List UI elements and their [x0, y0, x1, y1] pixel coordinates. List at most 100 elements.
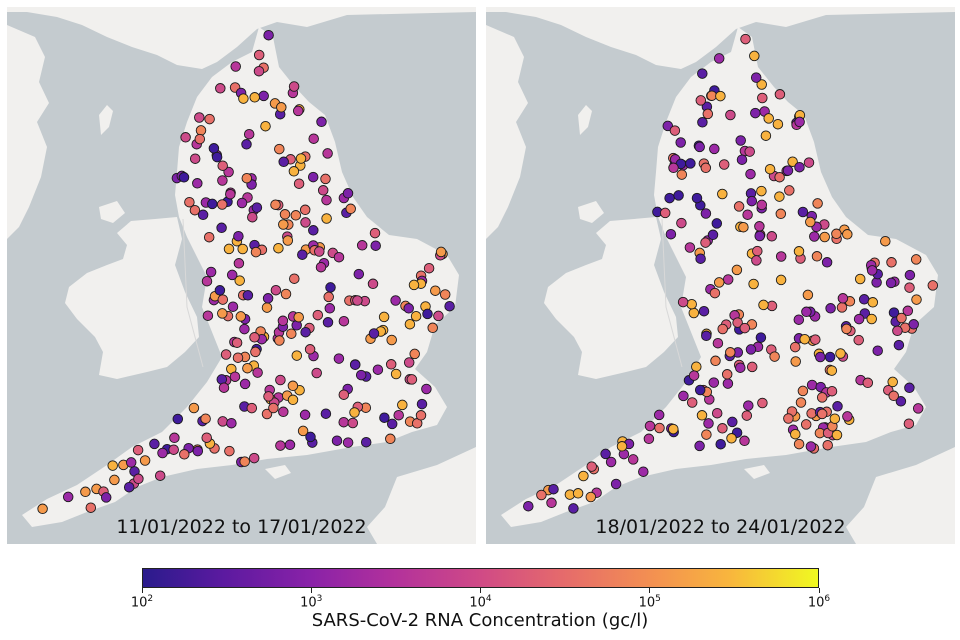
- sampling-site-marker: [261, 408, 273, 420]
- sampling-site-marker: [415, 410, 427, 421]
- sampling-site-marker: [756, 79, 767, 90]
- sampling-site-marker: [408, 279, 420, 291]
- colorbar-tick: [310, 588, 312, 593]
- sampling-site-marker: [409, 348, 420, 360]
- sampling-site-marker: [149, 438, 160, 450]
- sampling-site-marker: [268, 402, 279, 414]
- sampling-site-marker: [731, 264, 743, 276]
- sampling-site-marker: [197, 209, 209, 221]
- sampling-site-marker: [286, 328, 297, 339]
- sampling-site-marker: [806, 408, 817, 419]
- sampling-site-marker: [279, 209, 291, 220]
- sampling-site-marker: [722, 378, 734, 389]
- sampling-site-marker: [717, 323, 728, 335]
- sampling-site-marker: [722, 274, 734, 285]
- sampling-site-marker: [892, 325, 903, 337]
- ireland-landmass: [7, 25, 49, 239]
- sampling-site-marker: [794, 116, 805, 128]
- sampling-site-marker: [386, 418, 398, 430]
- sampling-site-marker: [774, 171, 785, 183]
- sampling-site-marker: [169, 432, 180, 444]
- sampling-site-marker: [653, 409, 665, 421]
- sampling-site-marker: [795, 397, 807, 408]
- sampling-site-marker: [253, 65, 265, 77]
- sampling-site-marker: [735, 362, 746, 373]
- sampling-site-marker: [241, 139, 252, 150]
- sampling-site-marker: [757, 92, 768, 104]
- sampling-site-marker: [270, 284, 282, 296]
- sampling-site-marker: [282, 235, 294, 246]
- sampling-site-marker: [903, 418, 915, 429]
- sampling-site-marker: [133, 473, 144, 485]
- sampling-site-marker: [208, 143, 220, 154]
- sampling-site-marker: [338, 315, 350, 327]
- sampling-site-marker: [278, 406, 289, 418]
- sampling-site-marker: [746, 195, 758, 207]
- sampling-site-marker: [273, 242, 284, 254]
- sampling-site-marker: [321, 194, 332, 206]
- sampling-site-marker: [815, 351, 826, 363]
- sampling-site-marker: [769, 351, 780, 362]
- sampling-site-marker: [896, 312, 907, 324]
- sampling-site-marker: [755, 332, 767, 343]
- sampling-site-marker: [192, 445, 204, 457]
- sampling-site-marker: [676, 169, 688, 180]
- sampling-site-marker: [297, 425, 309, 437]
- sampling-site-marker: [764, 163, 776, 175]
- map-panel-left: 11/01/2022 to 17/01/2022: [7, 7, 476, 544]
- sampling-site-marker: [215, 83, 226, 94]
- sampling-site-marker: [794, 161, 805, 173]
- sampling-site-marker: [912, 403, 924, 414]
- sampling-site-marker: [249, 92, 260, 103]
- sampling-site-marker: [224, 445, 235, 457]
- sampling-site-marker: [880, 235, 891, 247]
- sampling-site-marker: [677, 296, 689, 308]
- sampling-site-marker: [696, 410, 708, 421]
- period-label: 11/01/2022 to 17/01/2022: [116, 516, 367, 538]
- sampling-site-marker: [368, 328, 380, 339]
- sampling-site-marker: [132, 444, 144, 456]
- sampling-site-marker: [201, 275, 213, 287]
- sampling-site-marker: [189, 204, 201, 216]
- sampling-site-marker: [230, 61, 241, 72]
- sampling-site-marker: [675, 137, 686, 148]
- sampling-site-marker: [227, 301, 239, 312]
- sampling-site-marker: [745, 168, 756, 180]
- sampling-site-marker: [317, 185, 329, 196]
- sampling-site-marker: [370, 240, 381, 251]
- sampling-site-marker: [203, 231, 215, 243]
- sampling-site-marker: [372, 364, 384, 375]
- sampling-site-marker: [321, 213, 332, 224]
- sampling-site-marker: [806, 379, 818, 391]
- sampling-site-marker: [288, 166, 300, 177]
- sampling-site-marker: [803, 157, 815, 168]
- sampling-site-marker: [725, 347, 736, 358]
- sampling-site-marker: [819, 231, 830, 243]
- sampling-site-marker: [758, 299, 769, 311]
- sampling-site-marker: [274, 143, 285, 155]
- sampling-site-marker: [263, 29, 274, 41]
- sampling-site-marker: [416, 398, 428, 410]
- sampling-site-marker: [300, 217, 311, 228]
- sampling-site-marker: [430, 285, 441, 296]
- sampling-site-marker: [866, 265, 878, 276]
- sampling-site-marker: [168, 444, 179, 455]
- sampling-site-marker: [644, 420, 656, 432]
- sampling-site-marker: [854, 273, 866, 285]
- sampling-site-marker: [403, 357, 415, 368]
- sampling-site-marker: [697, 117, 708, 128]
- sampling-site-marker: [315, 261, 327, 273]
- sampling-site-marker: [154, 470, 166, 481]
- sampling-site-marker: [194, 112, 205, 123]
- sampling-site-marker: [684, 242, 696, 253]
- sampling-site-marker: [787, 156, 798, 167]
- sampling-site-marker: [333, 353, 345, 364]
- sampling-site-marker: [710, 355, 721, 367]
- sampling-site-marker: [694, 384, 706, 396]
- period-label: 18/01/2022 to 24/01/2022: [595, 516, 846, 538]
- sampling-site-marker: [754, 221, 765, 232]
- sampling-site-marker: [853, 334, 864, 346]
- colorbar-tick-label: 102: [130, 594, 154, 611]
- sampling-site-marker: [711, 407, 723, 419]
- sampling-site-marker: [887, 376, 898, 388]
